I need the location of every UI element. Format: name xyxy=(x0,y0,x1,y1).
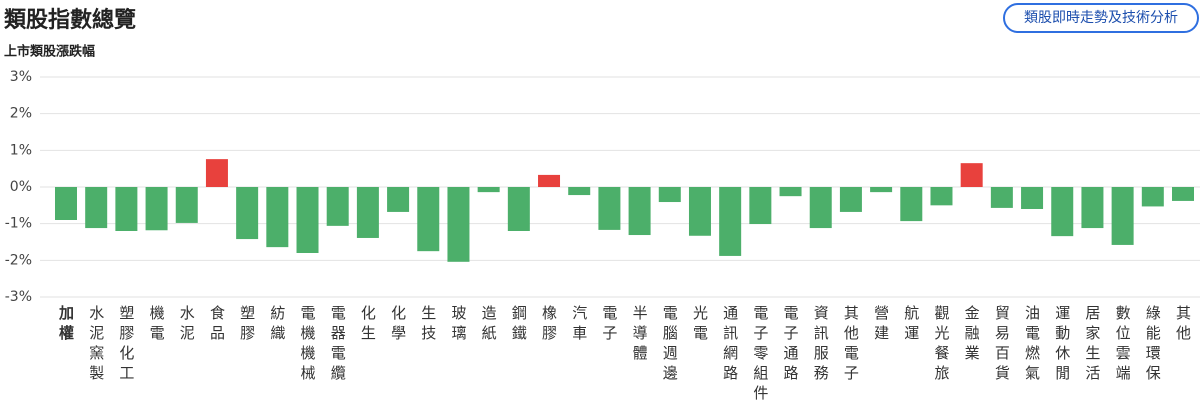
bar xyxy=(417,187,440,252)
y-tick-label: -2% xyxy=(5,252,32,268)
x-tick-label: 電器電纜 xyxy=(329,305,347,385)
x-tick-label: 運動休閒 xyxy=(1053,305,1071,385)
x-tick-label: 汽車 xyxy=(570,305,588,345)
x-tick-label: 半導體 xyxy=(631,305,649,365)
bar xyxy=(115,187,138,231)
x-tick-label: 營建 xyxy=(872,305,890,345)
y-tick-label: 3% xyxy=(10,69,32,85)
x-tick-label: 資訊服務 xyxy=(812,305,830,385)
bar xyxy=(507,187,530,231)
bar xyxy=(779,187,802,197)
y-tick-label: 2% xyxy=(10,106,32,122)
x-tick-label: 化生 xyxy=(359,305,377,345)
bar xyxy=(85,187,108,229)
y-tick-label: 1% xyxy=(10,142,32,158)
bar xyxy=(870,187,893,193)
bar xyxy=(839,187,862,212)
x-tick-label: 數位雲端 xyxy=(1114,305,1132,385)
x-tick-label: 光電 xyxy=(691,305,709,345)
bar xyxy=(1111,187,1134,245)
x-tick-label: 機電 xyxy=(148,305,166,345)
x-tick-label: 油電燃氣 xyxy=(1023,305,1041,385)
x-tick-label: 水泥窯製 xyxy=(87,305,105,385)
bar xyxy=(1172,187,1194,201)
x-tick-label: 金融業 xyxy=(963,305,981,365)
bar xyxy=(568,187,591,196)
bar xyxy=(266,187,289,248)
x-tick-label: 食品 xyxy=(208,305,226,345)
bar xyxy=(598,187,621,230)
analysis-button[interactable]: 類股即時走勢及技術分析 xyxy=(1003,3,1199,33)
x-tick-label: 塑膠化工 xyxy=(117,305,135,385)
bar xyxy=(205,159,228,187)
x-tick-label: 綠能環保 xyxy=(1144,305,1162,385)
x-tick-label: 其他電子 xyxy=(842,305,860,385)
x-tick-label: 通訊網路 xyxy=(721,305,739,385)
bar xyxy=(719,187,742,256)
bar xyxy=(55,187,77,220)
bar xyxy=(356,187,379,238)
x-tick-label: 水泥 xyxy=(178,305,196,345)
x-tick-label: 紡織 xyxy=(268,305,286,345)
x-tick-label: 生技 xyxy=(419,305,437,345)
x-tick-label: 貿易百貨 xyxy=(993,305,1011,385)
y-tick-label: -3% xyxy=(5,289,32,305)
y-tick-label: 0% xyxy=(10,179,32,195)
bar xyxy=(930,187,953,206)
x-tick-label: 加權 xyxy=(57,305,75,345)
bar xyxy=(900,187,923,222)
bar xyxy=(145,187,168,231)
x-tick-label: 電機機械 xyxy=(299,305,317,385)
bar xyxy=(990,187,1013,208)
x-tick-label: 航運 xyxy=(902,305,920,345)
bar xyxy=(1051,187,1074,237)
x-tick-label: 居家生活 xyxy=(1083,305,1101,385)
x-tick-label: 其他 xyxy=(1174,305,1192,345)
x-tick-label: 塑膠 xyxy=(238,305,256,345)
page-title: 類股指數總覽 xyxy=(4,8,137,33)
bar xyxy=(447,187,470,262)
bar xyxy=(809,187,832,229)
bar xyxy=(960,163,983,187)
x-tick-label: 電腦週邊 xyxy=(661,305,679,385)
x-tick-label: 電子零組件 xyxy=(751,305,769,402)
x-tick-label: 橡膠 xyxy=(540,305,558,345)
x-tick-label: 造紙 xyxy=(480,305,498,345)
x-tick-label: 化學 xyxy=(389,305,407,345)
bar xyxy=(749,187,772,225)
y-tick-label: -1% xyxy=(5,216,32,232)
bar xyxy=(477,187,500,193)
bar xyxy=(1081,187,1104,229)
x-tick-label: 電子通路 xyxy=(782,305,800,385)
bar xyxy=(175,187,198,223)
x-tick-label: 玻璃 xyxy=(449,305,467,345)
bar xyxy=(1141,187,1164,207)
bar xyxy=(326,187,349,226)
x-tick-label: 電子 xyxy=(600,305,618,345)
x-tick-label: 鋼鐵 xyxy=(510,305,528,345)
bar xyxy=(236,187,259,240)
bar xyxy=(1021,187,1044,209)
x-tick-label: 觀光餐旅 xyxy=(932,305,950,385)
bar xyxy=(296,187,319,253)
bar xyxy=(628,187,651,236)
bar xyxy=(387,187,410,212)
bar xyxy=(538,174,561,187)
chart-title: 上市類股漲跌幅 xyxy=(4,44,95,60)
bar xyxy=(658,187,681,203)
bar xyxy=(688,187,711,236)
